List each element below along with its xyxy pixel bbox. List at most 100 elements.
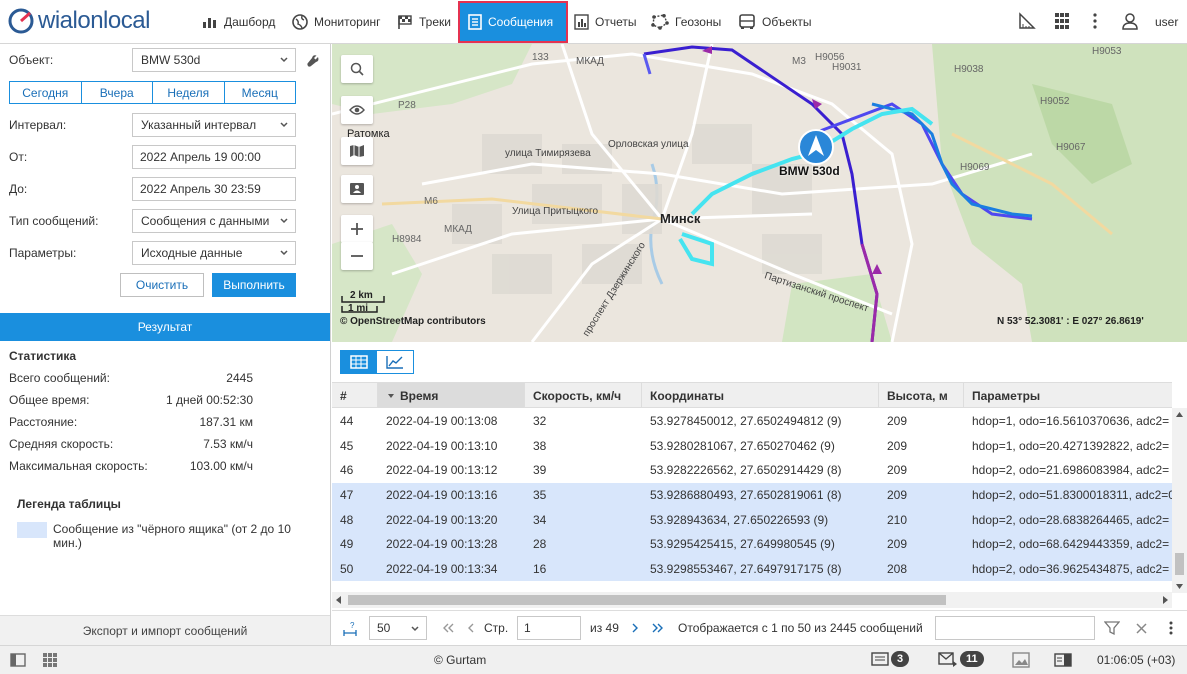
filter-input[interactable] bbox=[935, 616, 1095, 640]
scale-bar bbox=[341, 296, 385, 313]
table-row-blackbox[interactable]: 49 2022-04-19 00:13:28 28 53.9295425415,… bbox=[332, 532, 1172, 557]
stat-row: Средняя скорость: 7.53 км/ч bbox=[9, 437, 253, 455]
page-size-select[interactable]: 50 bbox=[369, 616, 427, 640]
stat-label: Средняя скорость: bbox=[9, 437, 114, 451]
last-page-icon[interactable] bbox=[652, 622, 664, 634]
map-search-button[interactable] bbox=[341, 55, 373, 83]
tab-month[interactable]: Месяц bbox=[241, 85, 278, 100]
cell-coords: 53.9282226562, 27.6502914429 (8) bbox=[650, 463, 842, 477]
col-params[interactable]: Параметры bbox=[972, 388, 1041, 403]
nav-monitoring[interactable]: Мониторинг bbox=[288, 3, 385, 41]
image-icon[interactable] bbox=[1012, 652, 1030, 668]
page-count: из 49 bbox=[590, 621, 619, 635]
notifications-button[interactable]: 3 bbox=[871, 651, 910, 667]
grid-layout-icon[interactable] bbox=[42, 652, 58, 668]
scroll-left-icon bbox=[336, 596, 341, 604]
nav-messages[interactable]: Сообщения bbox=[458, 1, 568, 43]
tab-yesterday[interactable]: Вчера bbox=[82, 82, 153, 103]
track-line bbox=[678, 232, 714, 267]
map-label: 133 bbox=[532, 52, 549, 63]
map-attribution[interactable]: © OpenStreetMap contributors bbox=[340, 316, 486, 327]
zoom-in-button[interactable] bbox=[341, 215, 373, 243]
zoom-out-button[interactable] bbox=[341, 242, 373, 270]
map-canvas[interactable] bbox=[332, 44, 1187, 342]
vertical-scroll-thumb[interactable] bbox=[1175, 553, 1184, 575]
wrench-icon[interactable] bbox=[306, 54, 320, 68]
col-time[interactable]: Время bbox=[378, 383, 525, 408]
first-page-icon[interactable] bbox=[442, 622, 454, 634]
interval-label: Интервал: bbox=[9, 118, 67, 132]
book-icon[interactable] bbox=[1054, 652, 1072, 668]
table-row-blackbox[interactable]: 48 2022-04-19 00:13:20 34 53.928943634, … bbox=[332, 507, 1172, 532]
chevron-down-icon bbox=[280, 122, 288, 128]
table-icon bbox=[349, 355, 368, 369]
table-row[interactable]: 45 2022-04-19 00:13:10 38 53.9280281067,… bbox=[332, 434, 1172, 459]
nav-dashboard[interactable]: Дашборд bbox=[198, 3, 279, 41]
page-input[interactable]: 1 bbox=[517, 616, 581, 640]
track-line bbox=[642, 53, 652, 75]
col-coords[interactable]: Координаты bbox=[642, 383, 879, 408]
chart-view-tab[interactable] bbox=[377, 350, 414, 374]
to-date-input[interactable]: 2022 Апрель 30 23:59 bbox=[132, 177, 296, 201]
panel-layout-icon[interactable] bbox=[10, 652, 26, 668]
col-speed[interactable]: Скорость, км/ч bbox=[525, 383, 642, 408]
nav-units[interactable]: Объекты bbox=[734, 3, 816, 41]
table-view-tab[interactable] bbox=[340, 350, 377, 374]
user-icon[interactable] bbox=[1122, 12, 1138, 30]
logo[interactable]: wialonlocal bbox=[8, 6, 150, 36]
more-vert-icon[interactable] bbox=[1091, 12, 1099, 30]
col-time-label: Время bbox=[400, 388, 439, 403]
scale-mi-label: 1 mi bbox=[348, 303, 369, 314]
object-select[interactable]: BMW 530d bbox=[132, 48, 296, 72]
cell-number: 45 bbox=[340, 438, 354, 453]
messages-button[interactable]: 11 bbox=[938, 651, 984, 667]
prev-page-icon[interactable] bbox=[466, 622, 476, 634]
ruler-icon[interactable] bbox=[1018, 12, 1036, 30]
cell-number: 48 bbox=[340, 512, 354, 527]
more-vert-icon[interactable] bbox=[1168, 620, 1174, 636]
nav-reports[interactable]: Отчеты bbox=[570, 3, 640, 41]
interval-select[interactable]: Указанный интервал bbox=[132, 113, 296, 137]
to-label: До: bbox=[9, 182, 28, 196]
close-icon[interactable] bbox=[1136, 623, 1147, 634]
horizontal-scrollbar[interactable] bbox=[332, 592, 1172, 608]
horizontal-scroll-thumb[interactable] bbox=[348, 595, 946, 605]
notifications-icon bbox=[871, 652, 889, 666]
filter-icon[interactable] bbox=[1104, 620, 1120, 636]
cell-altitude: 210 bbox=[887, 512, 908, 527]
table-row[interactable]: 46 2022-04-19 00:13:12 39 53.9282226562,… bbox=[332, 458, 1172, 483]
cell-time: 2022-04-19 00:13:12 bbox=[386, 463, 498, 477]
cell-params: hdop=1, odo=20.4271392822, adc2= bbox=[972, 438, 1170, 453]
col-number[interactable]: # bbox=[332, 383, 378, 408]
fit-columns-icon[interactable]: ? bbox=[341, 620, 359, 638]
message-type-select[interactable]: Сообщения с данными bbox=[132, 209, 296, 233]
run-button[interactable]: Выполнить bbox=[212, 273, 296, 297]
col-altitude[interactable]: Высота, м bbox=[879, 383, 964, 408]
tab-week[interactable]: Неделя bbox=[153, 82, 225, 103]
nav-tracks[interactable]: Треки bbox=[393, 3, 455, 41]
next-page-icon[interactable] bbox=[630, 622, 640, 634]
pager: ? 50 Стр. 1 из 49 Отображается с 1 по 50… bbox=[332, 610, 1187, 645]
map-source-button[interactable] bbox=[341, 137, 373, 165]
map[interactable]: МКАД Ратомка P28 улица Тимирязева Орловс… bbox=[332, 44, 1187, 342]
clear-button[interactable]: Очистить bbox=[120, 273, 204, 297]
tab-today[interactable]: Сегодня bbox=[10, 82, 82, 103]
map-layers-visibility-button[interactable] bbox=[341, 96, 373, 124]
cell-altitude: 209 bbox=[887, 488, 908, 502]
map-unit-info-button[interactable] bbox=[341, 175, 373, 203]
legend-title: Легенда таблицы bbox=[17, 497, 121, 511]
chevron-down-icon bbox=[280, 250, 288, 256]
export-import-button[interactable]: Экспорт и импорт сообщений bbox=[0, 615, 330, 645]
table-row-blackbox[interactable]: 47 2022-04-19 00:13:16 35 53.9286880493,… bbox=[332, 483, 1172, 508]
apps-grid-icon[interactable] bbox=[1054, 12, 1070, 30]
vertical-scrollbar[interactable] bbox=[1172, 408, 1187, 593]
table-row-blackbox[interactable]: 50 2022-04-19 00:13:34 16 53.9298553467,… bbox=[332, 556, 1172, 581]
map-label: H9031 bbox=[832, 62, 862, 73]
params-select[interactable]: Исходные данные bbox=[132, 241, 296, 265]
cell-coords: 53.9295425415, 27.649980545 (9) bbox=[650, 537, 835, 551]
nav-geofences[interactable]: Геозоны bbox=[647, 3, 725, 41]
table-row[interactable]: 44 2022-04-19 00:13:08 32 53.9278450012,… bbox=[332, 409, 1172, 434]
from-date-input[interactable]: 2022 Апрель 19 00:00 bbox=[132, 145, 296, 169]
user-name[interactable]: user bbox=[1155, 15, 1179, 29]
